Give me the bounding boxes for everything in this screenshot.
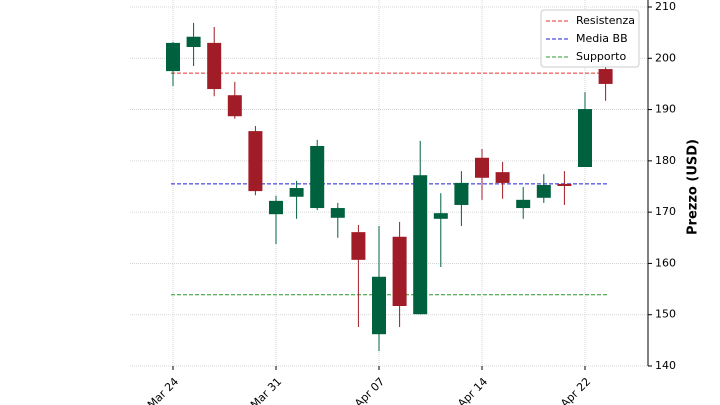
candle-body	[392, 236, 407, 306]
candle-body	[330, 208, 345, 218]
x-tick-label: Mar 31	[248, 375, 284, 405]
candle-body	[248, 131, 263, 192]
candle-body	[454, 182, 469, 205]
legend-box	[540, 9, 640, 68]
candle-body	[310, 145, 325, 209]
y-tick-label: 180	[655, 154, 676, 167]
legend-label: Resistenza	[576, 14, 635, 27]
candle-body	[557, 183, 572, 186]
candle-body	[207, 42, 222, 90]
x-tick-label: Apr 22	[558, 375, 593, 405]
candle-body	[413, 175, 428, 315]
candle-body	[495, 172, 510, 183]
candle-body	[269, 200, 283, 215]
legend: Resistenza Media BB Supporto	[540, 9, 640, 68]
y-tick-label: 160	[655, 256, 676, 269]
y-axis-label: Prezzo (USD)	[686, 139, 701, 235]
y-tick-label: 190	[655, 103, 676, 116]
x-tick-label: Apr 07	[352, 375, 387, 405]
candle-body	[578, 109, 592, 168]
y-tick-label: 210	[655, 0, 676, 13]
candle-body	[516, 199, 531, 209]
candle-body	[166, 42, 180, 72]
candle-body	[475, 157, 489, 178]
y-tick-label: 200	[655, 51, 676, 64]
x-tick-label: Apr 14	[455, 375, 490, 405]
y-tick-label: 170	[655, 205, 676, 218]
candle-body	[372, 276, 386, 335]
legend-label: Supporto	[576, 50, 626, 63]
candle-body	[598, 69, 613, 84]
candle-body	[289, 188, 304, 197]
candle-body	[351, 232, 366, 260]
x-tick-label: Mar 24	[145, 375, 181, 405]
candle-body	[186, 36, 201, 48]
candle-body	[536, 184, 551, 198]
y-tick-label: 140	[655, 359, 676, 372]
legend-label: Media BB	[576, 32, 628, 45]
candle-body	[227, 95, 242, 117]
y-tick-label: 150	[655, 308, 676, 321]
candle-body	[433, 213, 448, 219]
